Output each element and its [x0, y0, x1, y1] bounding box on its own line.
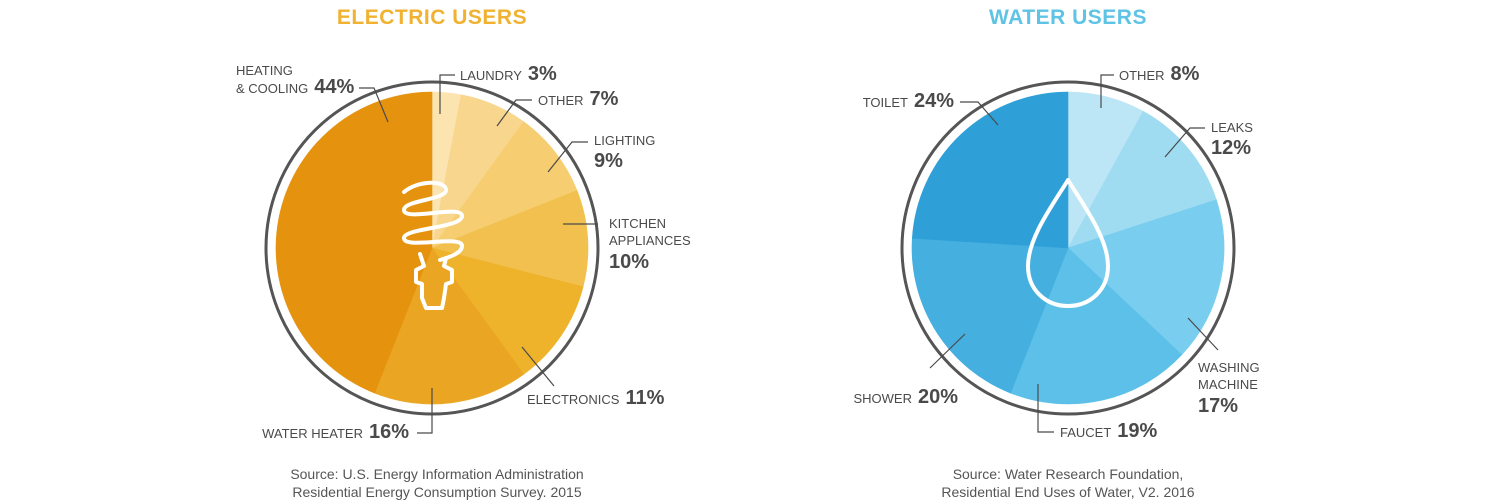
- label-kitchen-line-1: KITCHEN: [609, 216, 666, 231]
- pie-slice-faucet: [1010, 247, 1183, 405]
- label-washing-value: 17%: [1198, 395, 1238, 417]
- label-washing-line-1: WASHING: [1198, 360, 1260, 375]
- electric-chart: ELECTRIC USERS Source: U.S. Energy Infor…: [236, 6, 691, 500]
- water-source-line-2: Residential End Uses of Water, V2. 2016: [941, 484, 1194, 500]
- water-pie: [911, 91, 1225, 405]
- pie-slice-toilet: [911, 91, 1069, 249]
- light-bulb-icon: [402, 180, 464, 310]
- label-faucet-value: 19%: [1117, 420, 1157, 442]
- leader-electronics: [521, 346, 555, 387]
- leader-laundry: [439, 74, 455, 114]
- label-laundry-name: LAUNDRY: [460, 68, 522, 83]
- leader-washing: [1187, 317, 1219, 351]
- label-kitchen-line-2: APPLIANCES: [609, 233, 691, 248]
- label-other-water: OTHER 8%: [1119, 63, 1200, 85]
- label-water-heater-value: 16%: [369, 421, 409, 443]
- label-shower-value: 20%: [918, 386, 958, 408]
- water-chart-title: WATER USERS: [989, 6, 1147, 29]
- leader-leaks: [1164, 127, 1205, 158]
- pie-slice-washing-machine: [1067, 199, 1225, 356]
- leader-other-water: [1100, 74, 1114, 108]
- label-laundry: LAUNDRY 3%: [460, 63, 557, 85]
- electric-chart-title: ELECTRIC USERS: [337, 6, 527, 29]
- pie-slice-leaks: [1067, 110, 1217, 249]
- electric-pie: [275, 91, 589, 405]
- pie-slice-kitchen-appliances: [431, 190, 589, 288]
- water-drop-icon: [1026, 178, 1110, 308]
- label-water-heater: WATER HEATER 16%: [262, 421, 409, 443]
- label-other-electric: OTHER 7%: [538, 88, 619, 110]
- label-other-electric-value: 7%: [590, 88, 619, 110]
- label-lighting-value: 9%: [594, 150, 623, 172]
- label-faucet-name: FAUCET: [1060, 425, 1111, 440]
- label-shower: SHOWER 20%: [853, 386, 958, 408]
- label-electronics-name: ELECTRONICS: [527, 392, 620, 407]
- pie-slice-water-heater: [374, 247, 525, 405]
- pie-slice-heating-cooling: [275, 91, 433, 394]
- leader-other-electric: [496, 99, 532, 127]
- label-toilet-name: TOILET: [863, 95, 908, 110]
- label-leaks-value: 12%: [1211, 137, 1251, 159]
- leader-lighting: [547, 141, 588, 173]
- water-chart: WATER USERS Source: Water Research Found…: [853, 6, 1259, 500]
- water-leader-lines: [929, 74, 1219, 433]
- label-toilet-value: 24%: [914, 90, 954, 112]
- label-lighting-name: LIGHTING: [594, 133, 655, 148]
- label-washing-line-2: MACHINE: [1198, 377, 1258, 392]
- label-heating-line-2: & COOLING: [236, 81, 308, 96]
- leader-shower: [929, 333, 966, 369]
- label-water-heater-name: WATER HEATER: [262, 426, 363, 441]
- label-shower-name: SHOWER: [853, 391, 912, 406]
- label-leaks-name: LEAKS: [1211, 120, 1253, 135]
- label-other-water-name: OTHER: [1119, 68, 1165, 83]
- leader-heating: [359, 87, 389, 123]
- label-heating: & COOLING 44%: [236, 76, 354, 98]
- electric-source-line-1: Source: U.S. Energy Information Administ…: [290, 466, 583, 482]
- label-heating-value: 44%: [314, 76, 354, 98]
- electric-source-line-2: Residential Energy Consumption Survey. 2…: [292, 484, 581, 500]
- label-heating-line-1: HEATING: [236, 63, 293, 78]
- water-pie-outline: [900, 80, 1236, 416]
- label-toilet: TOILET 24%: [863, 90, 955, 112]
- label-laundry-value: 3%: [528, 63, 557, 85]
- pie-slice-electronics: [431, 247, 584, 375]
- leader-faucet: [1037, 384, 1054, 433]
- label-other-water-value: 8%: [1171, 63, 1200, 85]
- electric-leader-lines: [359, 74, 598, 434]
- leader-water-heater: [417, 388, 433, 434]
- label-electronics-value: 11%: [625, 387, 664, 409]
- label-faucet: FAUCET 19%: [1060, 420, 1158, 442]
- label-other-electric-name: OTHER: [538, 93, 584, 108]
- leader-toilet: [960, 101, 999, 126]
- water-source-line-1: Source: Water Research Foundation,: [953, 466, 1184, 482]
- pie-slice-lighting: [431, 121, 578, 249]
- label-kitchen-value: 10%: [609, 251, 649, 273]
- label-electronics: ELECTRONICS 11%: [527, 387, 665, 409]
